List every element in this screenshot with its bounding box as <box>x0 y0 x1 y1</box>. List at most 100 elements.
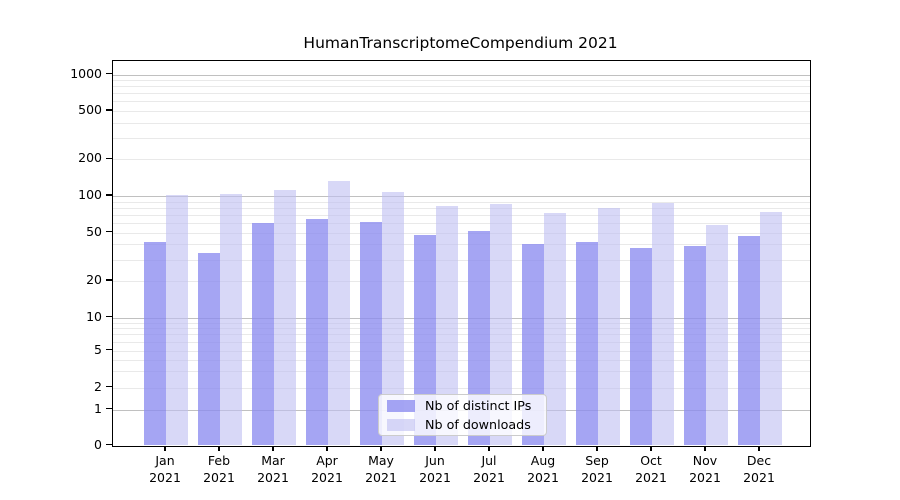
y-tick-label: 20 <box>86 271 102 287</box>
x-tick-mark <box>326 446 328 451</box>
x-tick-label: Aug 2021 <box>527 453 559 485</box>
y-tick-label: 50 <box>86 223 102 239</box>
y-tick-label: 0 <box>94 436 102 452</box>
gridline-minor <box>113 80 810 82</box>
bar-nb-of-distinct-ips <box>360 222 382 446</box>
gridline-minor <box>113 350 810 352</box>
gridline-minor <box>113 259 810 261</box>
gridline-minor <box>113 387 810 389</box>
bar-nb-of-downloads <box>760 211 782 446</box>
gridline-minor <box>113 93 810 95</box>
y-tick-mark <box>106 315 112 318</box>
y-tick-label: 10 <box>86 308 102 324</box>
bar-nb-of-downloads <box>598 208 620 446</box>
x-tick-mark <box>218 446 220 451</box>
gridline-minor <box>113 138 810 140</box>
bar-nb-of-downloads <box>490 203 512 446</box>
bars-layer <box>113 61 810 446</box>
bar-nb-of-distinct-ips <box>252 222 274 446</box>
y-tick-mark <box>106 279 112 281</box>
bar-nb-of-distinct-ips <box>306 218 328 446</box>
gridline-minor <box>113 201 810 203</box>
x-tick-mark <box>704 446 706 451</box>
gridline-major <box>113 317 810 319</box>
bar-nb-of-downloads <box>166 194 188 446</box>
x-tick-mark <box>758 446 760 451</box>
legend: Nb of distinct IPs Nb of downloads <box>378 394 547 436</box>
y-tick-label: 1000 <box>70 65 102 81</box>
bar-nb-of-distinct-ips <box>198 252 220 446</box>
gridline-minor <box>113 359 810 361</box>
bar-nb-of-downloads <box>328 180 350 446</box>
x-tick-label: Oct 2021 <box>635 453 667 485</box>
bar-nb-of-distinct-ips <box>738 235 760 446</box>
distinct-ips-swatch-icon <box>387 399 415 412</box>
x-tick-label: Dec 2021 <box>743 453 775 485</box>
x-tick-mark <box>542 446 544 451</box>
gridline-minor <box>113 122 810 124</box>
gridline-minor <box>113 280 810 282</box>
bar-nb-of-distinct-ips <box>630 248 652 446</box>
gridline-minor <box>113 232 810 234</box>
x-tick-label: Apr 2021 <box>311 453 343 485</box>
legend-item-downloads: Nb of downloads <box>387 416 538 433</box>
gridline-minor <box>113 328 810 330</box>
y-tick-mark <box>106 157 112 160</box>
bar-nb-of-downloads <box>220 194 242 446</box>
gridline-minor <box>113 101 810 103</box>
gridline-minor <box>113 159 810 161</box>
y-tick-mark <box>106 194 112 196</box>
bar-nb-of-downloads <box>706 224 728 446</box>
gridline-minor <box>113 86 810 88</box>
gridline-minor <box>113 222 810 224</box>
x-tick-mark <box>272 446 274 451</box>
x-tick-label: Mar 2021 <box>257 453 289 485</box>
y-tick-mark <box>106 443 112 446</box>
x-tick-label: Jan 2021 <box>149 453 181 485</box>
gridline-minor <box>113 207 810 209</box>
x-tick-label: Nov 2021 <box>689 453 721 485</box>
bar-nb-of-downloads <box>652 202 674 446</box>
x-tick-mark <box>650 446 652 451</box>
bar-nb-of-distinct-ips <box>576 241 598 446</box>
legend-label: Nb of distinct IPs <box>425 398 532 413</box>
x-tick-label: Feb 2021 <box>203 453 235 485</box>
x-tick-label: Sep 2021 <box>581 453 613 485</box>
legend-item-distinct-ips: Nb of distinct IPs <box>387 397 538 414</box>
y-tick-label: 200 <box>78 150 102 166</box>
y-tick-label: 1 <box>94 400 102 416</box>
y-tick-label: 5 <box>94 341 102 357</box>
x-tick-mark <box>380 446 382 451</box>
gridline-minor <box>113 244 810 246</box>
x-tick-mark <box>164 446 166 451</box>
bar-nb-of-downloads <box>382 192 404 446</box>
gridline-minor <box>113 322 810 324</box>
gridline-minor <box>113 371 810 373</box>
y-tick-mark <box>106 72 112 75</box>
bar-nb-of-downloads <box>436 206 458 446</box>
x-tick-label: May 2021 <box>365 453 397 485</box>
gridline-minor <box>113 214 810 216</box>
y-tick-label: 2 <box>94 378 102 394</box>
bar-nb-of-downloads <box>274 190 296 446</box>
plot-area <box>112 60 811 447</box>
bar-nb-of-distinct-ips <box>684 245 706 446</box>
x-tick-mark <box>434 446 436 451</box>
bar-nb-of-downloads <box>544 213 566 446</box>
gridline-minor <box>113 341 810 343</box>
gridlines-layer <box>113 61 810 446</box>
chart-title: HumanTranscriptomeCompendium 2021 <box>303 34 618 52</box>
y-tick-mark <box>106 230 112 233</box>
gridline-major <box>113 74 810 76</box>
y-tick-mark <box>106 407 112 410</box>
x-tick-mark <box>596 446 598 451</box>
legend-label: Nb of downloads <box>425 417 531 432</box>
x-tick-mark <box>488 446 490 451</box>
downloads-swatch-icon <box>387 418 415 431</box>
gridline-minor <box>113 111 810 113</box>
gridline-major <box>113 196 810 197</box>
x-tick-label: Jun 2021 <box>419 453 451 485</box>
bar-nb-of-distinct-ips <box>414 234 436 446</box>
y-tick-label: 500 <box>78 102 102 118</box>
